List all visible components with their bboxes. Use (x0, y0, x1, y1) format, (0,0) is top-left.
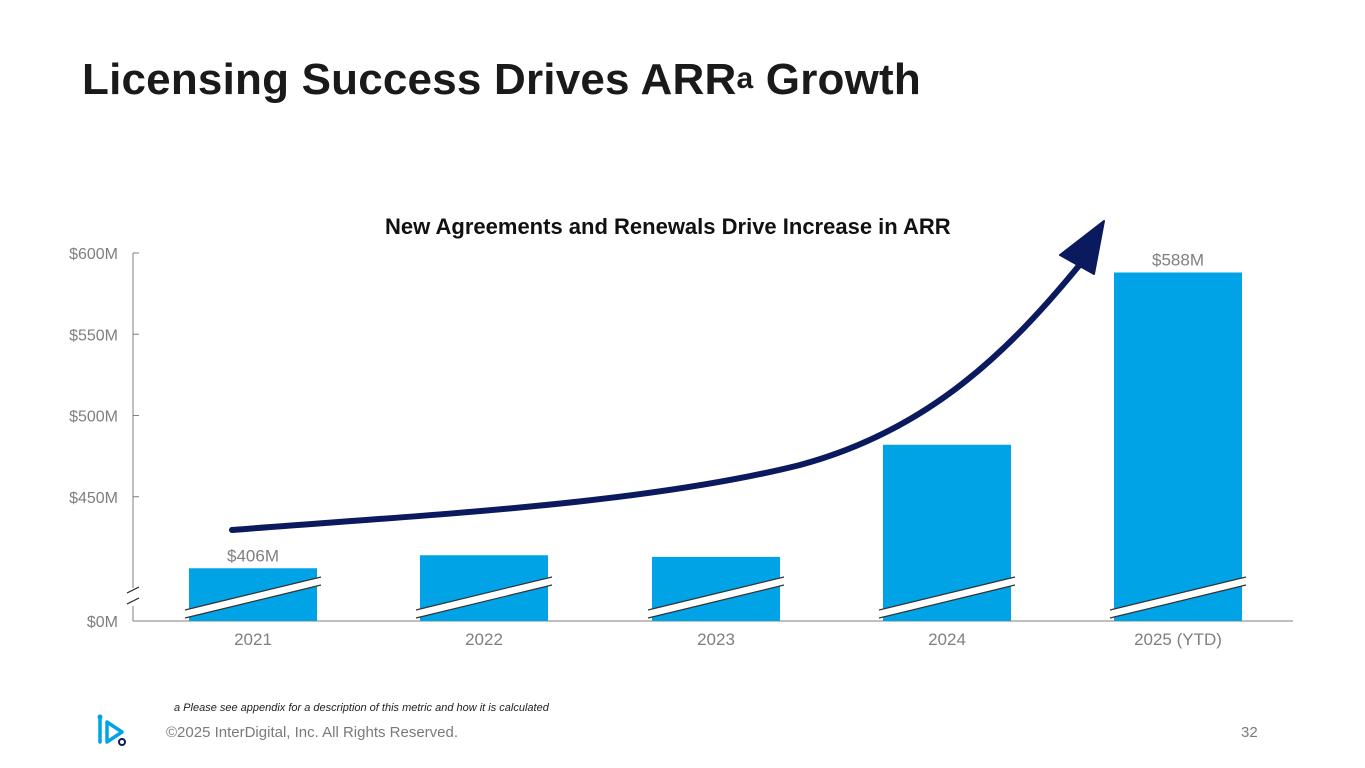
x-category-label: 2025 (YTD) (1134, 630, 1222, 649)
slide-title: Licensing Success Drives ARRa Growth (82, 52, 921, 113)
title-main: Licensing Success Drives ARR (82, 55, 737, 104)
bar-break-gap (647, 577, 785, 618)
title-superscript: a (736, 62, 754, 95)
title-tail: Growth (753, 55, 921, 104)
bar-data-label: $588M (1152, 251, 1204, 270)
x-category-label: 2023 (697, 630, 735, 649)
footnote: a Please see appendix for a description … (174, 702, 549, 714)
page-number: 32 (1241, 724, 1258, 741)
bar-break-mark (184, 576, 322, 611)
bar-break-mark (415, 576, 553, 611)
chart-title: New Agreements and Renewals Drive Increa… (385, 214, 951, 239)
bar-break-mark (415, 584, 553, 619)
bar-break-mark (1109, 584, 1247, 619)
trend-arrow-line (229, 259, 1085, 533)
y-axis-break-mark (126, 597, 140, 605)
bar-break-gap (184, 577, 322, 618)
bar-break-mark (647, 576, 785, 611)
bar-break-mark (184, 584, 322, 619)
copyright-text: ©2025 InterDigital, Inc. All Rights Rese… (166, 724, 459, 741)
y-tick-label: $0M (87, 614, 118, 631)
y-tick-label: $450M (69, 490, 118, 507)
y-tick-label: $550M (69, 327, 118, 344)
bar-break-mark (878, 576, 1016, 611)
bar-break-mark (647, 584, 785, 619)
trend-arrow-head-icon (1059, 220, 1105, 275)
bar-break-gap (415, 577, 553, 618)
bar-break-gap (1109, 577, 1247, 618)
bar-break-mark (878, 584, 1016, 619)
y-tick-label: $600M (69, 246, 118, 263)
bar-data-label: $406M (227, 546, 279, 565)
bar (1114, 272, 1242, 621)
interdigital-logo-icon (97, 714, 126, 746)
x-category-label: 2024 (928, 630, 966, 649)
y-axis-break-mark (126, 586, 140, 594)
bar-break-mark (1109, 576, 1247, 611)
x-category-label: 2022 (465, 630, 503, 649)
bar-break-gap (878, 577, 1016, 618)
x-category-label: 2021 (234, 630, 272, 649)
y-tick-label: $500M (69, 409, 118, 426)
